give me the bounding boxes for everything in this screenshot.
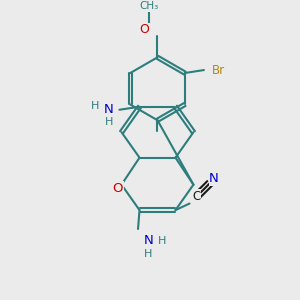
Text: C: C (193, 190, 201, 203)
Text: N: N (144, 235, 153, 248)
Text: H: H (144, 249, 153, 259)
Text: Br: Br (212, 64, 225, 76)
Text: O: O (113, 182, 123, 195)
Text: N: N (209, 172, 219, 185)
Text: H: H (158, 236, 166, 246)
Text: O: O (139, 23, 149, 36)
Text: H: H (104, 117, 113, 127)
Text: H: H (91, 101, 99, 111)
Text: N: N (104, 103, 113, 116)
Text: CH₃: CH₃ (140, 2, 159, 11)
